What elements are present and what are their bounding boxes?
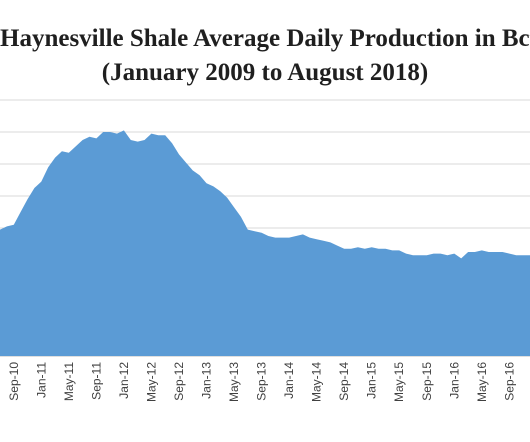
x-tick-label: May-14 — [310, 362, 324, 402]
x-tick-label: Sep-12 — [172, 362, 186, 401]
x-tick-label: May-15 — [392, 362, 406, 402]
x-tick-label: May-16 — [475, 362, 489, 402]
chart-subtitle: (January 2009 to August 2018) — [101, 59, 429, 86]
x-axis-ticks: Sep-10 Jan-11 May-11 Sep-11 Jan-12 May-12 Sep-… — [7, 362, 517, 402]
x-tick-label: May-12 — [144, 362, 158, 402]
x-tick-label: Sep-10 — [7, 362, 21, 401]
chart-title: Haynesville Shale Average Daily Producti… — [0, 25, 530, 52]
x-tick-label: Sep-15 — [420, 362, 434, 401]
x-tick-label: Sep-14 — [337, 362, 351, 401]
x-tick-label: May-13 — [227, 362, 241, 402]
x-tick-label: Sep-16 — [502, 362, 516, 401]
x-tick-label: Jan-12 — [117, 362, 131, 399]
x-tick-label: May-11 — [62, 362, 76, 401]
area-series — [0, 130, 530, 356]
x-tick-label: Sep-11 — [89, 362, 103, 400]
x-tick-label: Jan-11 — [34, 362, 48, 398]
x-tick-label: Jan-14 — [282, 362, 296, 399]
x-tick-label: Jan-13 — [200, 362, 214, 399]
x-tick-label: Jan-16 — [447, 362, 461, 399]
x-tick-label: Jan-15 — [365, 362, 379, 399]
x-tick-label: Sep-13 — [255, 362, 269, 401]
